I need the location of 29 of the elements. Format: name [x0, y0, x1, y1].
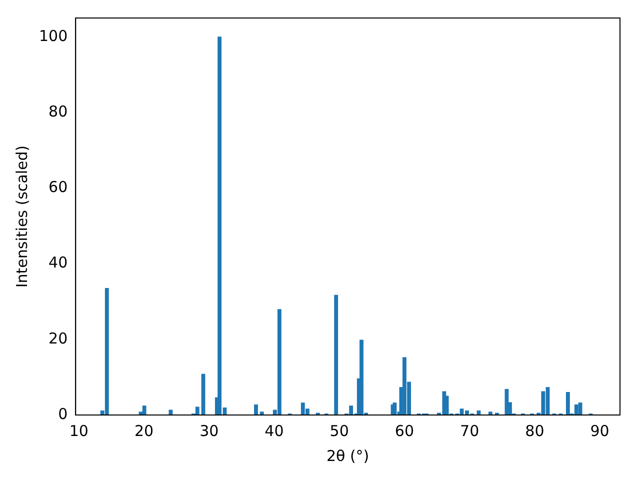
x-axis-title: 2θ (°): [326, 446, 370, 465]
x-tick-label: 80: [525, 422, 544, 440]
bar: [104, 288, 109, 415]
x-tick-label: 20: [134, 422, 154, 440]
bar: [254, 404, 258, 415]
x-tick-label: 70: [460, 422, 480, 440]
bar: [260, 412, 264, 415]
bar: [574, 404, 578, 415]
bar: [277, 309, 282, 415]
bar: [504, 388, 509, 415]
y-tick-label: 60: [48, 178, 68, 196]
x-tick-label: 30: [200, 422, 219, 440]
y-axis-title: Intensities (scaled): [12, 145, 31, 288]
x-tick-label: 90: [590, 422, 610, 440]
x-tick-label: 50: [330, 422, 349, 440]
bar: [476, 410, 481, 415]
y-tick-label: 20: [48, 329, 68, 348]
x-tick-label: 10: [69, 422, 88, 440]
y-tick-label: 40: [48, 254, 68, 272]
y-tick-label: 0: [58, 404, 68, 423]
y-tick-label: 100: [38, 26, 68, 45]
bar: [488, 412, 492, 415]
y-tick-label: 80: [48, 102, 68, 120]
bar: [142, 406, 146, 415]
bar: [566, 392, 570, 415]
bar: [195, 406, 200, 415]
x-tick-label: 60: [394, 422, 414, 440]
x-tick-label: 40: [264, 422, 284, 440]
bar: [334, 294, 338, 415]
